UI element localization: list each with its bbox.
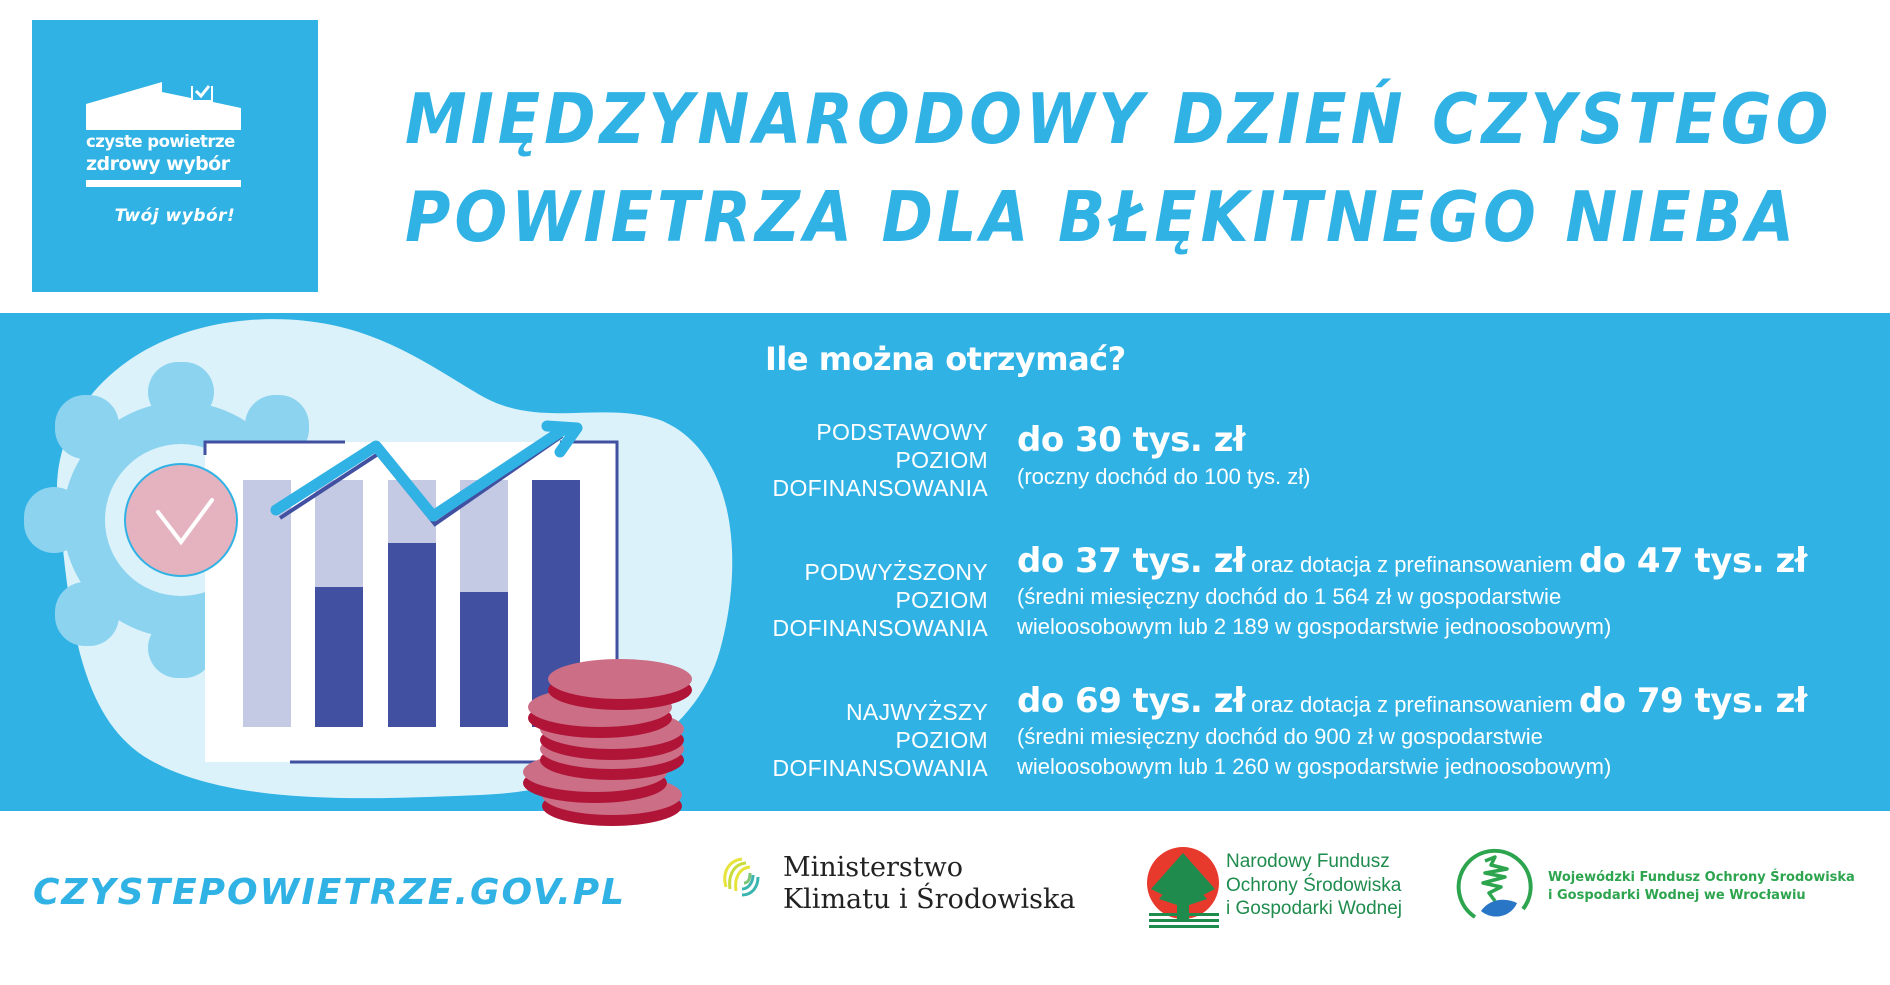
tier-raised-note: (średni miesięczny dochód do 1 564 zł w … — [1017, 582, 1611, 642]
section-heading: Ile można otrzymać? — [765, 340, 1126, 378]
partner-name-line: Ministerstwo — [783, 852, 963, 883]
logo-underline — [86, 180, 241, 187]
logo-line-2: zdrowy wybór — [86, 153, 230, 175]
check-circle-icon — [124, 463, 238, 577]
logo-line-1: czyste powietrze — [86, 132, 235, 151]
amount: do 69 tys. zł — [1017, 681, 1246, 721]
connector-text: oraz dotacja z prefinansowaniem — [1245, 552, 1579, 577]
label-line: PODWYŻSZONY — [804, 559, 988, 585]
illustration — [24, 319, 733, 826]
label-line: DOFINANSOWANIA — [772, 475, 988, 501]
partner-name-line: Narodowy Fundusz — [1226, 851, 1390, 872]
ministry-swirl-icon — [723, 857, 760, 897]
label-line: DOFINANSOWANIA — [772, 755, 988, 781]
label-line: POZIOM — [895, 447, 988, 473]
house-icon — [86, 82, 241, 130]
logo-slogan: Twój wybór! — [114, 206, 236, 226]
tier-basic-label: PODSTAWOWY POZIOM DOFINANSOWANIA — [688, 418, 988, 502]
label-line: DOFINANSOWANIA — [772, 615, 988, 641]
tier-highest-amount: do 69 tys. zł oraz dotacja z prefinansow… — [1017, 681, 1807, 721]
note-line: wieloosobowym lub 1 260 w gospodarstwie … — [1017, 754, 1612, 779]
wfosigw-tree-icon — [1456, 848, 1533, 919]
partner-ministry: Ministerstwo Klimatu i Środowiska — [783, 852, 1075, 916]
note-line: (roczny dochód do 100 tys. zł) — [1017, 464, 1311, 489]
note-line: (średni miesięczny dochód do 900 zł w go… — [1017, 724, 1543, 749]
tier-highest-note: (średni miesięczny dochód do 900 zł w go… — [1017, 722, 1611, 782]
tier-raised-label: PODWYŻSZONY POZIOM DOFINANSOWANIA — [688, 558, 988, 642]
trend-arrow-icon — [270, 420, 583, 527]
tier-basic-note: (roczny dochód do 100 tys. zł) — [1017, 462, 1310, 492]
checkbox-check-icon — [194, 85, 211, 99]
note-line: wieloosobowym lub 2 189 w gospodarstwie … — [1017, 614, 1612, 639]
partner-wfosigw: Wojewódzki Fundusz Ochrony Środowiska i … — [1548, 869, 1855, 905]
tier-highest-label: NAJWYŻSZY POZIOM DOFINANSOWANIA — [688, 698, 988, 782]
partner-name-line: Wojewódzki Fundusz Ochrony Środowiska — [1548, 870, 1855, 885]
tier-raised-amount: do 37 tys. zł oraz dotacja z prefinansow… — [1017, 541, 1807, 581]
prefinanced-amount: do 79 tys. zł — [1578, 681, 1808, 721]
label-line: NAJWYŻSZY — [846, 699, 988, 725]
label-line: POZIOM — [895, 727, 988, 753]
note-line: (średni miesięczny dochód do 1 564 zł w … — [1017, 584, 1562, 609]
prefinanced-amount: do 47 tys. zł — [1578, 541, 1808, 581]
connector-text: oraz dotacja z prefinansowaniem — [1245, 692, 1579, 717]
nfosigw-tree-icon — [1147, 847, 1219, 928]
partner-name-line: i Gospodarki Wodnej — [1226, 898, 1403, 919]
bar-chart-icon — [243, 480, 580, 727]
partner-name-line: Ochrony Środowiska — [1226, 874, 1402, 896]
partner-name-line: i Gospodarki Wodnej we Wrocławiu — [1548, 888, 1806, 903]
amount: do 30 tys. zł — [1017, 420, 1246, 460]
website-link[interactable]: CZYSTEPOWIETRZE.GOV.PL — [33, 872, 627, 913]
label-line: PODSTAWOWY — [816, 419, 988, 445]
partner-name-line: Klimatu i Środowiska — [783, 884, 1076, 915]
amount: do 37 tys. zł — [1017, 541, 1246, 581]
tier-basic-amount: do 30 tys. zł — [1017, 420, 1246, 460]
campaign-logo: czyste powietrze zdrowy wybór Twój wybór… — [32, 20, 318, 292]
partner-nfosigw: Narodowy Fundusz Ochrony Środowiska i Go… — [1226, 850, 1402, 921]
label-line: POZIOM — [895, 587, 988, 613]
page-title-line-1: MIĘDZYNARODOWY DZIEŃ CZYSTEGO — [405, 78, 1833, 160]
page-title-line-2: POWIETRZA DLA BŁĘKITNEGO NIEBA — [405, 176, 1798, 258]
coin-stack-icon — [523, 659, 692, 826]
